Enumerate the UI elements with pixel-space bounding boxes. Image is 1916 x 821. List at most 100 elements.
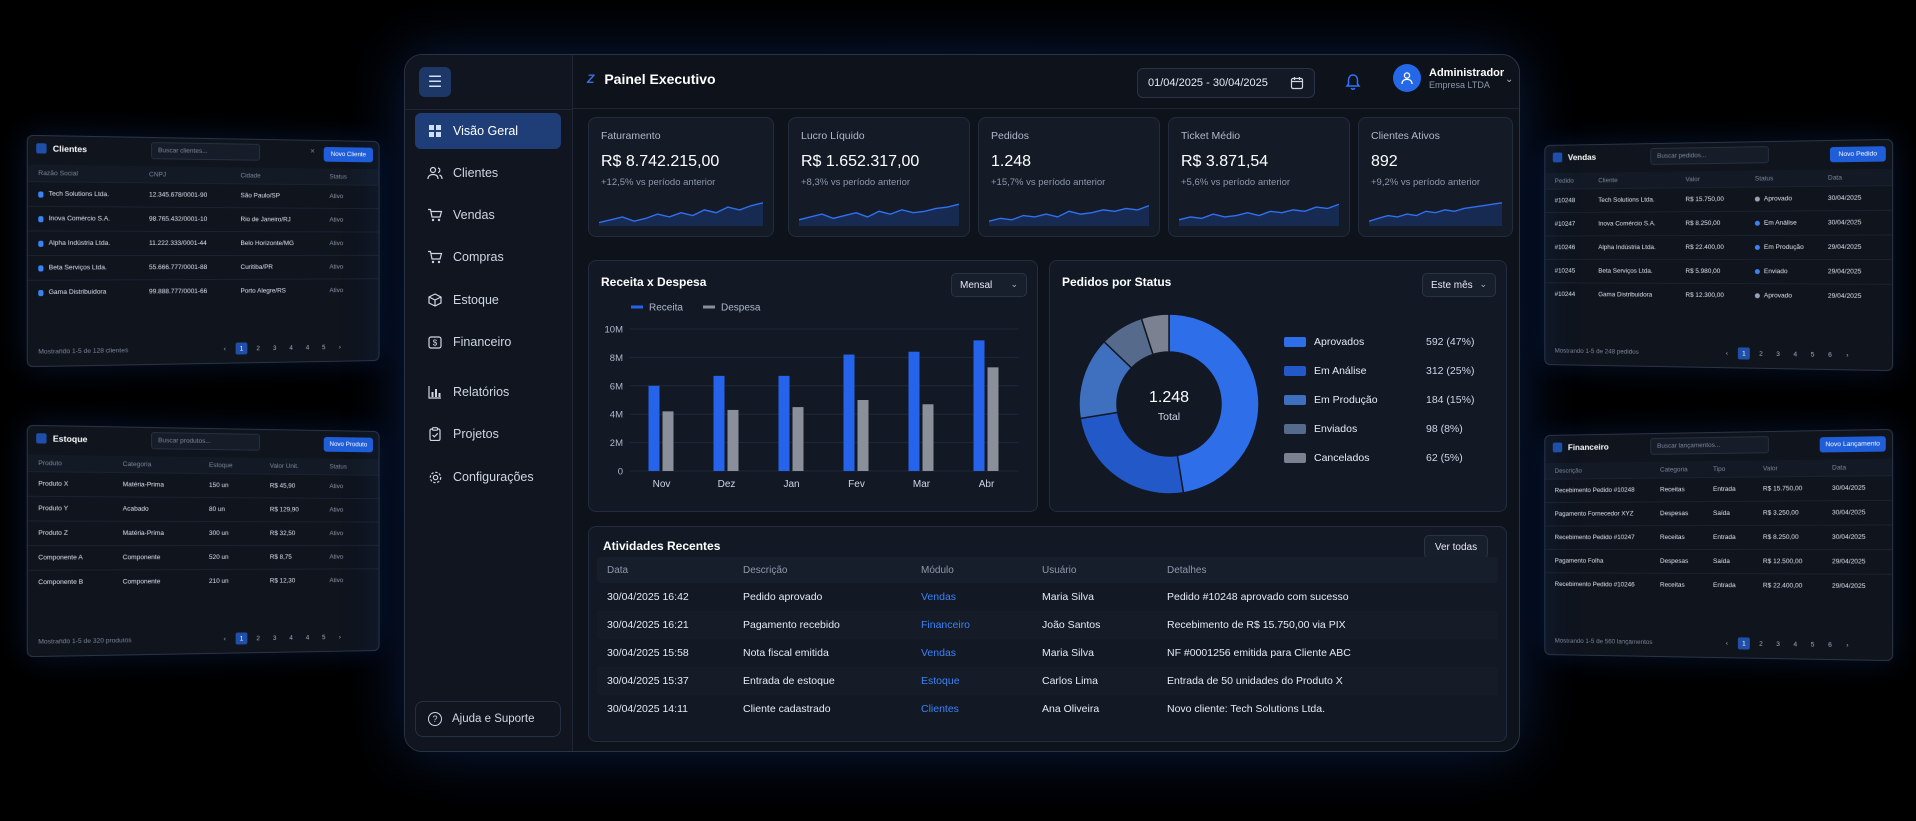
help-button[interactable]: ? Ajuda e Suporte xyxy=(415,701,561,737)
page-button[interactable]: 5 xyxy=(1806,348,1818,360)
sidebar-item-compras[interactable]: Compras xyxy=(415,239,561,275)
page-button[interactable]: 6 xyxy=(1824,639,1836,651)
financeiro-search-input[interactable]: Buscar lançamentos... xyxy=(1650,436,1769,455)
table-row[interactable]: Recebimento Pedido #10248 Receitas Entrada… xyxy=(1545,475,1892,502)
date-range-picker[interactable]: 01/04/2025 - 30/04/2025 xyxy=(1137,68,1315,98)
financeiro-pagination[interactable]: ‹ 1 2 3 4 5 6 › xyxy=(1721,637,1854,651)
table-row[interactable]: #10244 Gama Distribuidora R$ 12.300,00 Apro… xyxy=(1545,282,1892,308)
page-button[interactable]: 1 xyxy=(1738,637,1750,649)
notification-bell-icon[interactable] xyxy=(1345,73,1361,91)
prev-page-icon[interactable]: ‹ xyxy=(219,633,231,645)
prev-page-icon[interactable]: ‹ xyxy=(1721,637,1733,649)
sidebar-item-relatorios[interactable]: Relatórios xyxy=(415,374,561,410)
page-button[interactable]: 6 xyxy=(1824,349,1836,361)
cell-text: #10244 xyxy=(1555,291,1576,298)
estoque-search-input[interactable]: Buscar produtos... xyxy=(151,432,260,451)
sidebar-item-financeiro[interactable]: $ Financeiro xyxy=(415,324,561,360)
table-row[interactable]: #10245 Beta Serviços Ltda. R$ 5.980,00 Envi… xyxy=(1545,259,1892,284)
vendas-search-input[interactable]: Buscar pedidos... xyxy=(1650,146,1769,165)
clientes-pagination[interactable]: ‹ 1 2 3 4 4 5 › xyxy=(219,341,346,355)
column-header: Data xyxy=(1832,463,1890,471)
table-row[interactable]: 30/04/2025 14:11 Cliente cadastrado Client… xyxy=(597,695,1498,723)
page-button[interactable]: 2 xyxy=(1755,638,1767,650)
table-cell: Ativo xyxy=(329,554,376,561)
page-button[interactable]: 2 xyxy=(252,342,264,354)
next-page-icon[interactable]: › xyxy=(334,631,345,643)
clear-icon[interactable]: × xyxy=(310,147,314,156)
table-row[interactable]: #10248 Tech Solutions Ltda. R$ 15.750,00 Ap… xyxy=(1545,185,1892,212)
page-button[interactable]: 1 xyxy=(236,632,248,644)
table-row[interactable]: 30/04/2025 16:42 Pedido aprovado Vendas Mar… xyxy=(597,583,1498,611)
chevron-down-icon[interactable]: ⌄ xyxy=(1505,74,1513,85)
module-link[interactable]: Vendas xyxy=(921,591,1042,603)
novo-lancamento-button[interactable]: Novo Lançamento xyxy=(1820,436,1886,452)
sidebar-item-visao-geral[interactable]: Visão Geral xyxy=(415,113,561,149)
table-row[interactable]: #10246 Alpha Indústria Ltda. R$ 22.400,00 E… xyxy=(1545,234,1892,259)
cell-text: R$ 15.750,00 xyxy=(1763,485,1803,492)
module-link[interactable]: Financeiro xyxy=(921,619,1042,631)
table-row[interactable]: Componente A Componente 520 un R$ 8,75 Ativo xyxy=(28,545,379,570)
page-button[interactable]: 3 xyxy=(269,632,281,644)
novo-produto-button[interactable]: Novo Produto xyxy=(324,437,373,452)
menu-icon[interactable]: ☰ xyxy=(419,67,451,97)
user-menu[interactable]: Administrador Empresa LTDA xyxy=(1393,64,1504,92)
status-period-select[interactable]: Este mês ⌄ xyxy=(1422,273,1496,297)
table-row[interactable]: 30/04/2025 16:21 Pagamento recebido Financ… xyxy=(597,611,1498,639)
page-button[interactable]: 1 xyxy=(236,342,248,354)
sidebar-item-clientes[interactable]: Clientes xyxy=(415,155,561,191)
page-button[interactable]: 5 xyxy=(318,341,329,353)
novo-pedido-button[interactable]: Novo Pedido xyxy=(1830,146,1886,162)
next-page-icon[interactable]: › xyxy=(1841,639,1853,651)
novo-cliente-button[interactable]: Novo Cliente xyxy=(324,147,373,162)
table-cell: NF #0001256 emitida para Cliente ABC xyxy=(1167,647,1498,659)
module-link[interactable]: Estoque xyxy=(921,675,1042,687)
next-page-icon[interactable]: › xyxy=(1841,349,1853,361)
table-row[interactable]: Produto X Matéria-Prima 150 un R$ 45,90 Ativ… xyxy=(28,471,379,498)
table-row[interactable]: Produto Z Matéria-Prima 300 un R$ 32,50 Ativ… xyxy=(28,520,379,545)
page-button[interactable]: 4 xyxy=(302,341,314,353)
page-button[interactable]: 4 xyxy=(1789,638,1801,650)
table-row[interactable]: Tech Solutions Ltda. 12.345.678/0001-90 Sã… xyxy=(28,181,379,208)
prev-page-icon[interactable]: ‹ xyxy=(219,343,231,355)
sidebar-item-configuracoes[interactable]: Configurações xyxy=(415,459,561,495)
sidebar-item-projetos[interactable]: Projetos xyxy=(415,416,561,452)
table-cell: Pagamento Folha xyxy=(1555,558,1660,565)
vendas-pagination[interactable]: ‹ 1 2 3 4 5 6 › xyxy=(1721,347,1854,361)
sidebar-item-vendas[interactable]: Vendas xyxy=(415,197,561,233)
page-button[interactable]: 4 xyxy=(285,342,297,354)
sidebar-item-estoque[interactable]: Estoque xyxy=(415,282,561,318)
table-row[interactable]: 30/04/2025 15:58 Nota fiscal emitida Venda… xyxy=(597,639,1498,667)
table-row[interactable]: Beta Serviços Ltda. 55.666.777/0001-88 Cur… xyxy=(28,255,379,280)
page-button[interactable]: 4 xyxy=(285,632,297,644)
table-row[interactable]: Alpha Indústria Ltda. 11.222.333/0001-44 B… xyxy=(28,230,379,255)
table-row[interactable]: Recebimento Pedido #10246 Receitas Entrada… xyxy=(1545,572,1892,598)
table-row[interactable]: Produto Y Acabado 80 un R$ 129,90 Ativo xyxy=(28,496,379,522)
page-button[interactable]: 5 xyxy=(1806,638,1818,650)
prev-page-icon[interactable]: ‹ xyxy=(1721,347,1733,359)
table-row[interactable]: 30/04/2025 15:37 Entrada de estoque Estoqu… xyxy=(597,667,1498,695)
next-page-icon[interactable]: › xyxy=(334,341,345,353)
module-link[interactable]: Clientes xyxy=(921,703,1042,715)
page-button[interactable]: 2 xyxy=(1755,348,1767,360)
table-row[interactable]: Gama Distribuidora 99.888.777/0001-66 Port… xyxy=(28,278,379,304)
see-all-button[interactable]: Ver todas xyxy=(1424,535,1488,559)
table-row[interactable]: #10247 Inova Comércio S.A. R$ 8.250,00 Em A… xyxy=(1545,210,1892,236)
page-button[interactable]: 2 xyxy=(252,632,264,644)
table-row[interactable]: Pagamento Folha Despesas Saída R$ 12.500,00… xyxy=(1545,549,1892,574)
page-button[interactable]: 3 xyxy=(269,342,281,354)
page-button[interactable]: 4 xyxy=(1789,348,1801,360)
page-button[interactable]: 5 xyxy=(318,631,329,643)
table-row[interactable]: Inova Comércio S.A. 98.765.432/0001-10 Rio… xyxy=(28,206,379,232)
table-row[interactable]: Pagamento Fornecedor XYZ Despesas Saída R$ … xyxy=(1545,500,1892,526)
column-header: Descrição xyxy=(1555,466,1660,474)
table-row[interactable]: Componente B Componente 210 un R$ 12,30 Ativ… xyxy=(28,568,379,594)
period-select[interactable]: Mensal ⌄ xyxy=(951,273,1027,297)
page-button[interactable]: 4 xyxy=(302,631,314,643)
page-button[interactable]: 3 xyxy=(1772,638,1784,650)
page-button[interactable]: 3 xyxy=(1772,348,1784,360)
clientes-search-input[interactable]: Buscar clientes... xyxy=(151,142,260,161)
page-button[interactable]: 1 xyxy=(1738,347,1750,359)
table-row[interactable]: Recebimento Pedido #10247 Receitas Entrada… xyxy=(1545,524,1892,549)
module-link[interactable]: Vendas xyxy=(921,647,1042,659)
estoque-pagination[interactable]: ‹ 1 2 3 4 4 5 › xyxy=(219,631,346,645)
